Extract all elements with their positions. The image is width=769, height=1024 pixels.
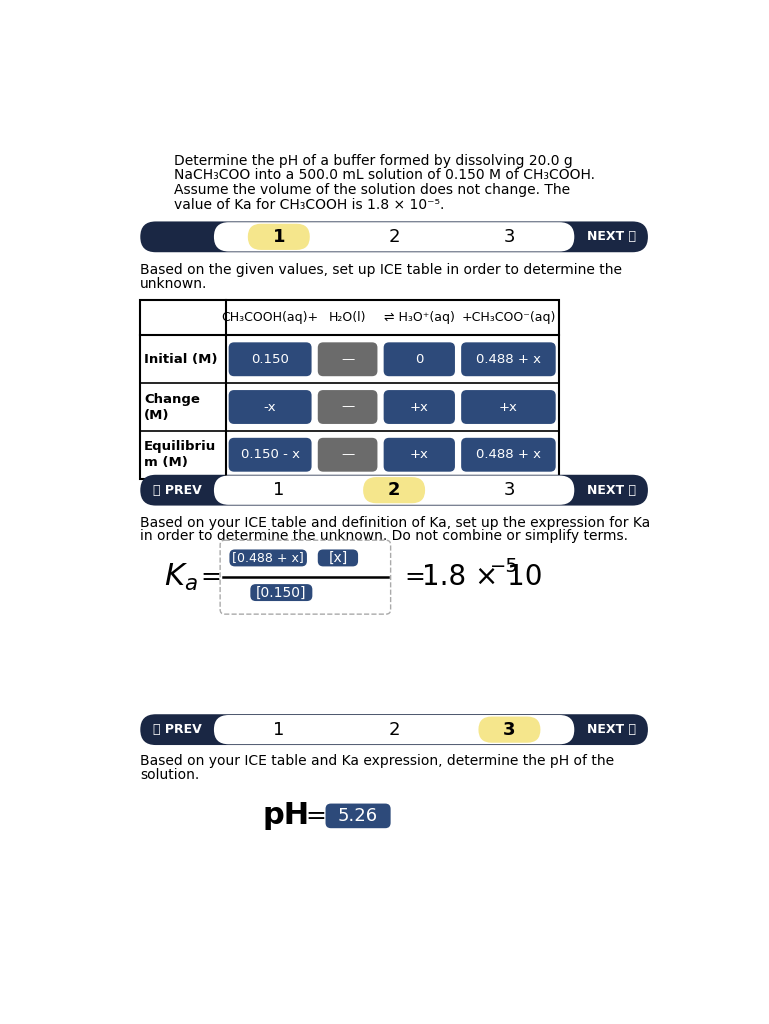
Text: pH: pH [263,802,310,830]
Text: -x: -x [264,400,276,414]
Text: 〈 PREV: 〈 PREV [153,723,201,736]
Text: =: = [404,565,425,589]
FancyBboxPatch shape [214,715,574,744]
Text: Equilibriu
m (M): Equilibriu m (M) [144,440,216,469]
FancyBboxPatch shape [363,477,425,503]
Text: value of Ka for CH₃COOH is 1.8 × 10⁻⁵.: value of Ka for CH₃COOH is 1.8 × 10⁻⁵. [174,198,444,212]
FancyBboxPatch shape [214,222,574,252]
Text: —: — [341,449,355,461]
Text: −5: −5 [490,557,519,575]
Text: NEXT 〉: NEXT 〉 [587,230,636,244]
FancyBboxPatch shape [318,438,378,472]
Text: $K_a$: $K_a$ [165,561,198,593]
Text: Based on the given values, set up ICE table in order to determine the: Based on the given values, set up ICE ta… [140,263,622,278]
Text: Based on your ICE table and definition of Ka, set up the expression for Ka: Based on your ICE table and definition o… [140,515,651,529]
FancyBboxPatch shape [318,550,358,566]
Text: 3: 3 [503,721,516,738]
Text: Assume the volume of the solution does not change. The: Assume the volume of the solution does n… [174,183,570,197]
Text: H₂O(l): H₂O(l) [329,311,366,325]
Text: Determine the pH of a buffer formed by dissolving 20.0 g: Determine the pH of a buffer formed by d… [174,154,572,168]
FancyBboxPatch shape [214,475,574,505]
FancyBboxPatch shape [248,224,310,250]
Text: 1.8 × 10: 1.8 × 10 [421,563,542,591]
Text: —: — [341,353,355,366]
Text: 5.26: 5.26 [338,807,378,825]
Text: +x: +x [410,449,429,461]
FancyBboxPatch shape [228,342,311,376]
Bar [140,300,559,478]
Text: 2: 2 [388,228,400,246]
Text: 3: 3 [504,228,515,246]
Text: Based on your ICE table and Ka expression, determine the pH of the: Based on your ICE table and Ka expressio… [140,755,614,768]
FancyBboxPatch shape [325,804,391,828]
FancyBboxPatch shape [384,390,455,424]
Text: —: — [341,400,355,414]
Text: unknown.: unknown. [140,276,208,291]
FancyBboxPatch shape [318,390,378,424]
Text: 1: 1 [273,481,285,499]
Text: 0.488 + x: 0.488 + x [476,449,541,461]
FancyBboxPatch shape [140,221,648,252]
Text: +CH₃COO⁻(aq): +CH₃COO⁻(aq) [461,311,556,325]
FancyBboxPatch shape [228,390,311,424]
Text: 1: 1 [273,721,285,738]
Text: Initial (M): Initial (M) [144,353,218,366]
Text: =: = [201,565,221,589]
Text: [x]: [x] [328,551,348,565]
Text: 0.150 - x: 0.150 - x [241,449,300,461]
FancyBboxPatch shape [220,541,391,614]
FancyBboxPatch shape [461,438,556,472]
Text: NEXT 〉: NEXT 〉 [587,723,636,736]
Text: [0.488 + x]: [0.488 + x] [232,552,304,564]
Text: Change
(M): Change (M) [144,392,200,422]
Text: CH₃COOH(aq)+: CH₃COOH(aq)+ [221,311,318,325]
FancyBboxPatch shape [251,584,312,601]
Text: ⇌ H₃O⁺(aq): ⇌ H₃O⁺(aq) [384,311,454,325]
Text: NaCH₃COO into a 500.0 mL solution of 0.150 M of CH₃COOH.: NaCH₃COO into a 500.0 mL solution of 0.1… [174,168,594,182]
Text: 0.150: 0.150 [251,353,289,366]
FancyBboxPatch shape [384,342,455,376]
FancyBboxPatch shape [384,438,455,472]
FancyBboxPatch shape [478,717,541,742]
Text: 1: 1 [272,228,285,246]
Text: 2: 2 [388,481,401,499]
Text: +x: +x [410,400,429,414]
Text: NEXT 〉: NEXT 〉 [587,483,636,497]
FancyBboxPatch shape [318,342,378,376]
Text: 0: 0 [415,353,424,366]
Text: 〈 PREV: 〈 PREV [153,483,201,497]
Text: =: = [305,804,326,827]
FancyBboxPatch shape [461,342,556,376]
FancyBboxPatch shape [461,390,556,424]
Text: [0.150]: [0.150] [256,586,307,600]
Text: in order to determine the unknown. Do not combine or simplify terms.: in order to determine the unknown. Do no… [140,529,628,544]
Text: 3: 3 [504,481,515,499]
FancyBboxPatch shape [228,438,311,472]
Text: 2: 2 [388,721,400,738]
FancyBboxPatch shape [140,475,648,506]
Text: +x: +x [499,400,518,414]
FancyBboxPatch shape [229,550,307,566]
FancyBboxPatch shape [140,715,648,745]
Text: 0.488 + x: 0.488 + x [476,353,541,366]
Text: solution.: solution. [140,768,199,782]
